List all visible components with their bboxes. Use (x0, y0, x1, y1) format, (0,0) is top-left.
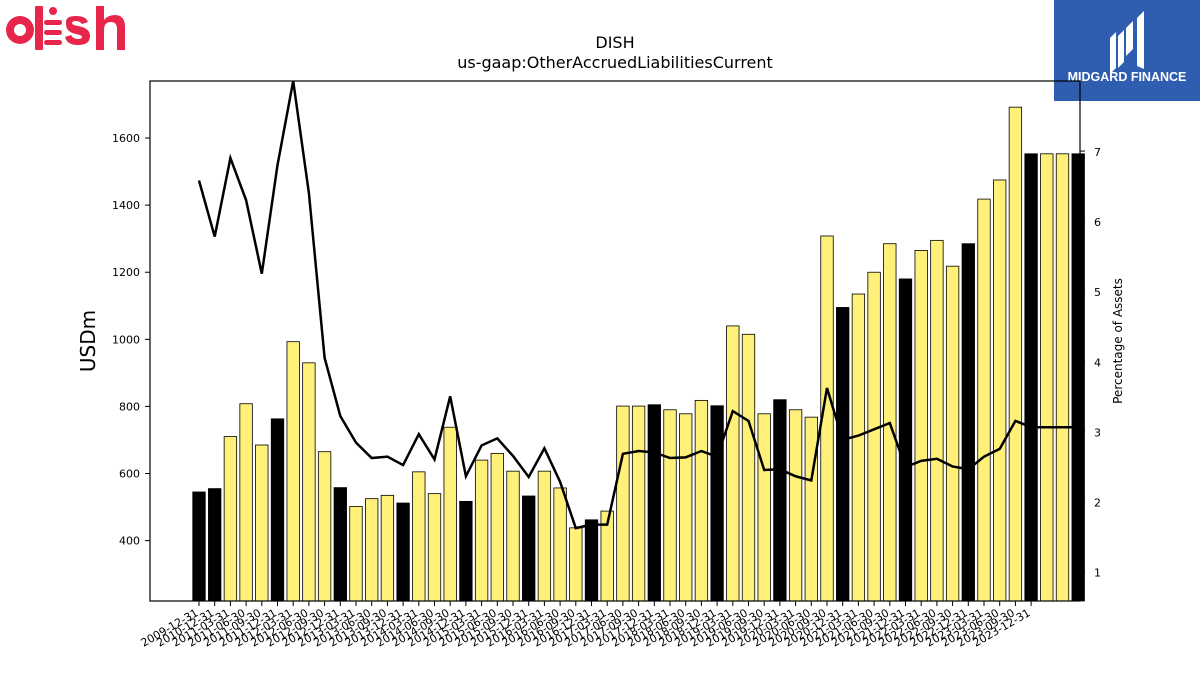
bar (223, 436, 238, 602)
bar (961, 243, 975, 602)
bar (867, 271, 881, 602)
bar (208, 488, 222, 602)
plot-frame (149, 80, 1081, 602)
bar (317, 451, 332, 602)
right-axis-ticks: 1 2 3 4 5 6 7 (1080, 146, 1101, 580)
bar (930, 239, 944, 602)
y2-tick-label: 4 (1094, 356, 1101, 369)
bar (663, 409, 677, 602)
bar (459, 500, 473, 602)
percentage-line (197, 80, 1079, 530)
bar (694, 399, 709, 602)
bar (365, 498, 379, 602)
bar (851, 293, 866, 602)
bar (380, 494, 395, 602)
y-tick-label: 400 (119, 535, 140, 548)
y2-tick-label: 1 (1094, 567, 1101, 580)
y2-tick-label: 3 (1094, 426, 1101, 439)
bar (741, 333, 756, 602)
bar (584, 519, 599, 602)
bar (914, 250, 928, 602)
bar (1024, 153, 1038, 602)
bar (302, 362, 316, 602)
bar (898, 278, 913, 602)
bar (286, 341, 300, 602)
bar (349, 505, 363, 602)
bar (945, 265, 960, 602)
bar (396, 502, 410, 602)
bar (255, 444, 269, 602)
y2-tick-label: 5 (1094, 286, 1101, 299)
bar (239, 403, 253, 602)
left-axis-ticks: 400 600 800 1000 1200 1400 1600 (112, 132, 150, 548)
bar (1008, 106, 1023, 602)
y2-axis-label: Percentage of Assets (1111, 278, 1125, 404)
bar (443, 426, 457, 602)
bar (726, 325, 740, 602)
bar (427, 493, 442, 602)
bar (631, 405, 646, 602)
bar (679, 413, 693, 602)
chart-title: DISH (595, 33, 634, 52)
bar (1040, 153, 1054, 602)
bar (773, 399, 787, 602)
chart-subtitle: us-gaap:OtherAccruedLiabilitiesCurrent (457, 53, 773, 72)
bar (757, 413, 771, 602)
y-tick-label: 1000 (112, 333, 140, 346)
dish-logo: dish (6, 6, 125, 50)
y2-tick-label: 6 (1094, 216, 1101, 229)
bar (788, 409, 803, 602)
line-layer (197, 80, 1079, 530)
bar (192, 491, 206, 602)
bar (506, 470, 520, 602)
y-tick-label: 600 (119, 468, 140, 481)
bar (522, 495, 536, 602)
bar (333, 487, 347, 602)
bar (490, 452, 504, 602)
y-tick-label: 800 (119, 400, 140, 413)
bar (474, 459, 489, 602)
bar (569, 527, 583, 602)
bar (537, 470, 552, 602)
y2-tick-label: 7 (1094, 146, 1101, 159)
bar (553, 487, 567, 602)
bar (977, 198, 991, 602)
bar (993, 179, 1007, 602)
bar (647, 404, 661, 602)
bar (710, 405, 724, 602)
bar (804, 416, 818, 602)
bar (412, 471, 426, 602)
bars-layer (192, 106, 1085, 602)
bar (616, 405, 630, 602)
x-axis-ticks: 2009-12-312010-12-312011-03-312011-06-30… (139, 601, 1033, 650)
y-tick-label: 1200 (112, 266, 140, 279)
y-tick-label: 1400 (112, 199, 140, 212)
y2-tick-label: 2 (1094, 496, 1101, 509)
midgard-finance-text: MIDGARD FINANCE (1068, 70, 1187, 84)
bar (270, 418, 285, 602)
bar (836, 307, 850, 602)
y-tick-label: 1600 (112, 132, 140, 145)
bar (1055, 153, 1070, 602)
y-axis-label: USDm (76, 310, 100, 372)
midgard-finance-logo: MIDGARD FINANCE (1054, 0, 1200, 101)
